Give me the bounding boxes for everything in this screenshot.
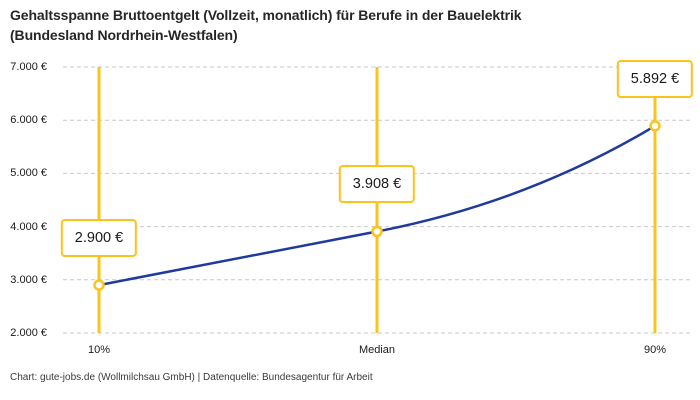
value-callout-90pct: 5.892 € <box>616 59 694 98</box>
data-point-median <box>371 225 383 238</box>
value-callout-median: 3.908 € <box>338 165 416 204</box>
chart-title-line1: Gehaltsspanne Bruttoentgelt (Vollzeit, m… <box>10 7 522 23</box>
chart-credit: Chart: gute-jobs.de (Wollmilchsau GmbH) … <box>10 372 373 383</box>
y-axis-tick-label-6000: 6.000 € <box>10 114 47 127</box>
y-axis-tick-label-3000: 3.000 € <box>10 273 47 286</box>
x-axis-tick-label-10pct: 10% <box>87 344 111 356</box>
y-axis-tick-label-7000: 7.000 € <box>10 61 47 73</box>
x-axis-tick-label-90pct: 90% <box>643 344 667 356</box>
y-axis-tick-label-5000: 5.000 € <box>10 167 47 180</box>
y-axis-tick-label-4000: 4.000 € <box>10 220 47 233</box>
value-callout-10pct: 2.900 € <box>60 219 138 258</box>
data-point-90% <box>649 120 661 132</box>
chart-title-line2: (Bundesland Nordrhein-Westfalen) <box>10 27 238 43</box>
y-axis-tick-label-2000: 2.000 € <box>10 327 47 339</box>
chart-title: Gehaltsspanne Bruttoentgelt (Vollzeit, m… <box>10 5 522 45</box>
salary-curve <box>97 124 657 287</box>
data-point-10% <box>93 279 105 291</box>
x-axis-tick-label-median: Median <box>358 344 396 356</box>
